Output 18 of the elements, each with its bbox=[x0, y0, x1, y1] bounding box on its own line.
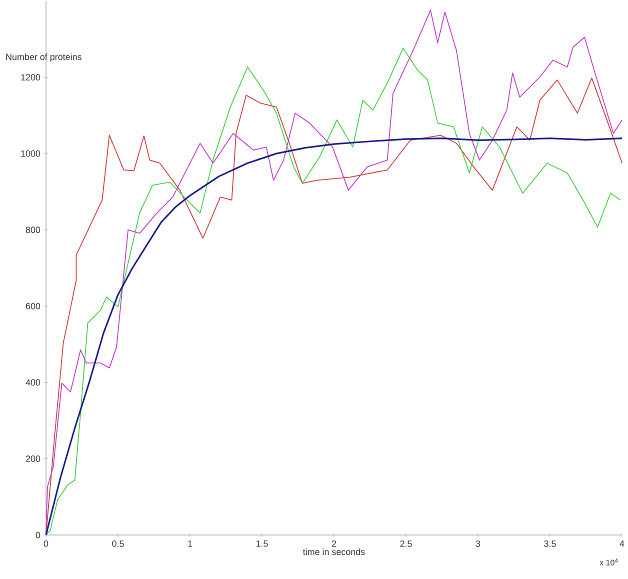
y-tick-label: 0 bbox=[36, 532, 40, 538]
x-tick-label: 2 bbox=[332, 540, 336, 547]
y-tick-label: 400 bbox=[26, 379, 40, 386]
x-tick-label: 4 bbox=[620, 540, 624, 547]
x-tick-label: 0 bbox=[44, 540, 48, 547]
x-tick-label: 3.5 bbox=[544, 540, 556, 547]
x-tick-label: 3 bbox=[476, 540, 480, 547]
x-axis-title: time in seconds bbox=[302, 548, 365, 556]
y-tick-label: 800 bbox=[26, 226, 40, 234]
y-tick-label: 1000 bbox=[21, 150, 40, 157]
x-tick-label: 1 bbox=[188, 540, 192, 547]
y-axis-title: Number of proteins bbox=[6, 53, 82, 62]
y-tick-label: 200 bbox=[26, 456, 40, 462]
x-tick-label: 2.5 bbox=[400, 540, 412, 547]
y-tick-label: 600 bbox=[26, 302, 40, 310]
x-tick-label: 0.5 bbox=[112, 540, 124, 547]
x-tick-label: 1.5 bbox=[256, 540, 268, 547]
y-tick-label: 1200 bbox=[21, 74, 40, 80]
